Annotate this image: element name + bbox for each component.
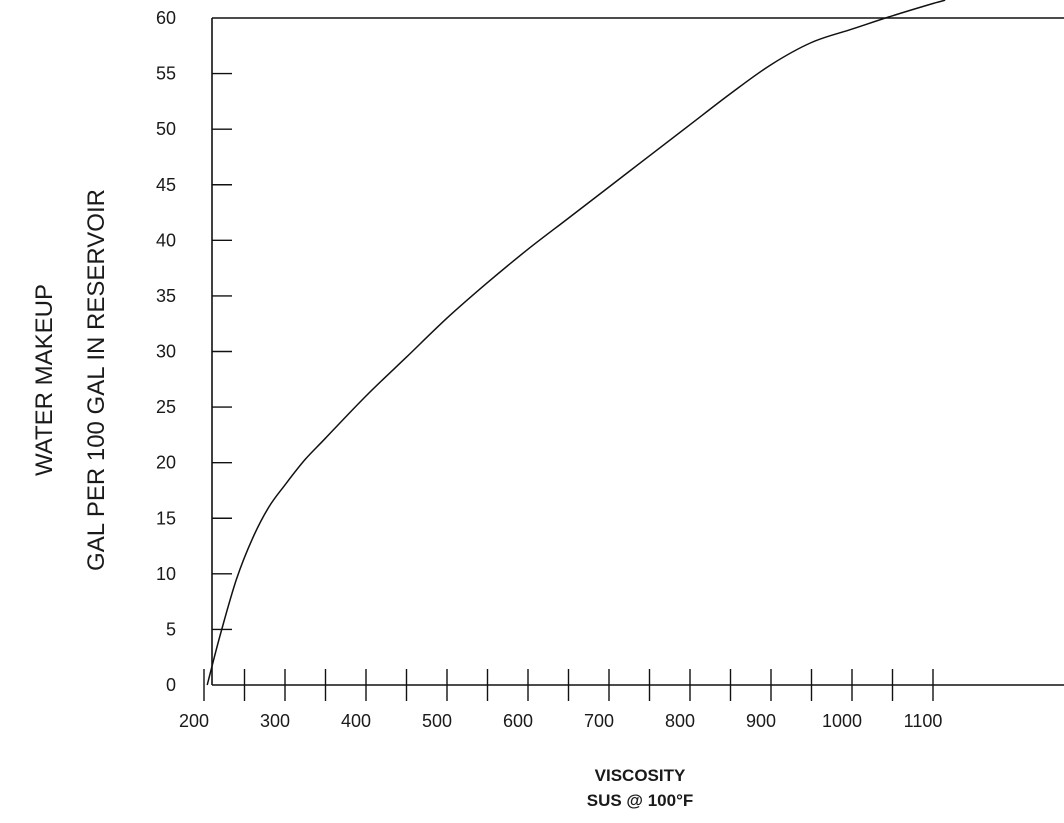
y-tick-label: 10 bbox=[156, 564, 176, 584]
y-tick-label: 60 bbox=[156, 8, 176, 28]
x-tick-label: 800 bbox=[665, 711, 695, 731]
x-axis-ticks: 200 300 400 500 600 700 800 900 1000 1100 bbox=[179, 669, 942, 731]
x-tick-label: 700 bbox=[584, 711, 614, 731]
y-tick-label: 45 bbox=[156, 175, 176, 195]
x-tick-label: 1100 bbox=[904, 711, 943, 731]
series-line bbox=[206, 0, 946, 686]
y-axis-ticks: 0 5 10 15 20 25 30 35 40 45 50 55 60 bbox=[156, 8, 232, 695]
x-tick-label: 1000 bbox=[822, 711, 862, 731]
y-tick-label: 30 bbox=[156, 342, 176, 362]
axes bbox=[211, 17, 1064, 686]
y-tick-label: 25 bbox=[156, 397, 176, 417]
y-tick-label: 50 bbox=[156, 119, 176, 139]
y-tick-label: 0 bbox=[166, 675, 176, 695]
x-axis-label-line-2: SUS @ 100°F bbox=[587, 791, 694, 810]
x-tick-label: 400 bbox=[341, 711, 371, 731]
series-layer bbox=[206, 0, 946, 686]
y-tick-label: 20 bbox=[156, 453, 176, 473]
y-tick-label: 15 bbox=[156, 508, 176, 528]
x-tick-label: 900 bbox=[746, 711, 776, 731]
y-axis-label-line-1: WATER MAKEUP bbox=[31, 284, 58, 476]
y-tick-label: 55 bbox=[156, 64, 176, 84]
x-tick-label: 500 bbox=[422, 711, 452, 731]
y-tick-label: 5 bbox=[166, 619, 176, 639]
y-axis-label-line-2: GAL PER 100 GAL IN RESERVOIR bbox=[83, 189, 110, 571]
x-axis-label-line-1: VISCOSITY bbox=[595, 766, 686, 785]
y-tick-label: 35 bbox=[156, 286, 176, 306]
x-tick-label: 200 bbox=[179, 711, 209, 731]
y-tick-label: 40 bbox=[156, 230, 176, 250]
x-tick-label: 600 bbox=[503, 711, 533, 731]
x-tick-label: 300 bbox=[260, 711, 290, 731]
